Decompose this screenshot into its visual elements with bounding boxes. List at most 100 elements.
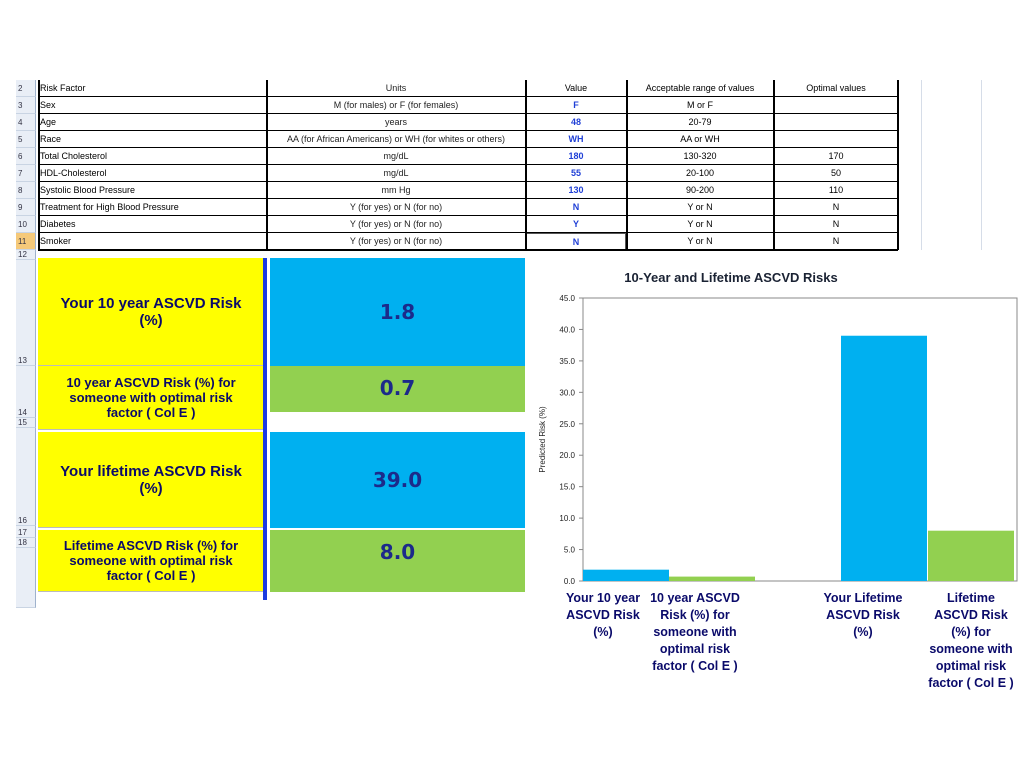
acceptable-range-cell: M or F	[687, 100, 713, 110]
optimal-value-cell: 50	[830, 168, 841, 178]
selection-border	[263, 258, 267, 600]
result-value-2[interactable]: 0.7	[270, 366, 525, 412]
units-cell: Y (for yes) or N (for no)	[349, 202, 443, 212]
units-cell: mg/dL	[383, 168, 409, 178]
value-cell[interactable]: Y	[572, 219, 579, 229]
row-number: 8	[16, 182, 36, 199]
spreadsheet: 2 Risk Factor Units Value Acceptable range o…	[16, 80, 1024, 615]
row-number: 13	[16, 260, 36, 366]
result-value-3[interactable]: 39.0	[270, 432, 525, 528]
column-header-acceptable: Acceptable range of values	[645, 83, 755, 93]
result-value-1[interactable]: 1.8	[270, 258, 525, 366]
row-number	[16, 548, 36, 608]
value-cell[interactable]: N	[572, 202, 580, 212]
risk-factor-cell: Total Cholesterol	[40, 151, 108, 161]
row-border	[38, 181, 898, 182]
result-label-3: Your lifetime ASCVD Risk (%)	[38, 432, 264, 528]
value-cell[interactable]: 180	[568, 151, 584, 161]
row-number: 11	[16, 233, 36, 250]
row-number: 12	[16, 250, 36, 260]
bar-2	[669, 576, 755, 581]
acceptable-range-cell: 90-200	[685, 185, 715, 195]
risk-factor-cell: Race	[40, 134, 62, 144]
column-border	[525, 80, 527, 250]
y-tick-label: 0.0	[564, 577, 576, 586]
optimal-value-cell	[774, 114, 898, 131]
column-border	[626, 80, 628, 250]
row-number: 6	[16, 148, 36, 165]
value-cell[interactable]: 130	[568, 185, 584, 195]
column-header-value: Value	[564, 83, 588, 93]
units-cell: M (for males) or F (for females)	[333, 100, 459, 110]
units-cell: Y (for yes) or N (for no)	[349, 219, 443, 229]
x-category-label: Your 10 year ASCVD Risk (%)	[565, 591, 641, 639]
bar-4	[928, 530, 1014, 581]
row-border	[38, 215, 898, 216]
units-cell: AA (for African Americans) or WH (for wh…	[286, 134, 506, 144]
acceptable-range-cell: Y or N	[687, 219, 713, 229]
column-header-optimal: Optimal values	[806, 83, 866, 93]
column-header-units: Units	[385, 83, 407, 93]
row-number: 4	[16, 114, 36, 131]
table-bottom-border	[38, 249, 898, 251]
value-cell[interactable]: F	[573, 100, 579, 110]
acceptable-range-cell: AA or WH	[680, 134, 720, 144]
value-cell[interactable]: N	[526, 233, 626, 250]
row-number: 3	[16, 97, 36, 114]
x-category-label: 10 year ASCVD Risk (%) for someone with …	[650, 591, 740, 673]
row-number: 15	[16, 418, 36, 428]
row-number: 18	[16, 538, 36, 548]
optimal-value-cell: 110	[828, 185, 844, 195]
units-cell: years	[384, 117, 407, 127]
units-cell: mm Hg	[381, 185, 411, 195]
x-category-label: Lifetime ASCVD Risk (%) for someone with…	[928, 591, 1014, 690]
row-border	[38, 130, 898, 131]
result-label-4: Lifetime ASCVD Risk (%) for someone with…	[38, 530, 264, 592]
row-border	[38, 198, 898, 199]
value-cell[interactable]: 55	[570, 168, 581, 178]
result-value-4[interactable]: 8.0	[270, 530, 525, 592]
chart-title: 10-Year and Lifetime ASCVD Risks	[624, 270, 838, 285]
acceptable-range-cell: 20-79	[688, 117, 712, 127]
column-border	[266, 80, 268, 250]
column-border	[38, 80, 40, 250]
y-tick-label: 15.0	[559, 483, 575, 492]
optimal-value-cell: N	[832, 202, 840, 212]
row-number: 7	[16, 165, 36, 182]
y-axis-label: Predicted Risk (%)	[538, 406, 547, 473]
y-tick-label: 20.0	[559, 451, 575, 460]
result-label-2: 10 year ASCVD Risk (%) for someone with …	[38, 366, 264, 430]
column-border	[773, 80, 775, 250]
value-cell[interactable]: 48	[570, 117, 581, 127]
optimal-value-cell: 170	[828, 151, 844, 161]
y-tick-label: 10.0	[559, 514, 575, 523]
value-cell[interactable]: WH	[568, 134, 584, 144]
row-number-header: 2	[16, 80, 36, 97]
row-number: 14	[16, 366, 36, 418]
row-number: 5	[16, 131, 36, 148]
row-number: 17	[16, 526, 36, 538]
y-tick-label: 30.0	[559, 388, 575, 397]
acceptable-range-cell: Y or N	[687, 202, 713, 212]
y-tick-label: 5.0	[564, 546, 576, 555]
y-tick-label: 25.0	[559, 420, 575, 429]
bar-1	[583, 569, 669, 581]
acceptable-range-cell: 20-100	[685, 168, 715, 178]
risk-factor-cell: Sex	[40, 100, 56, 110]
y-tick-label: 40.0	[559, 325, 575, 334]
risk-factor-cell: HDL-Cholesterol	[40, 168, 107, 178]
column-border	[897, 80, 899, 250]
bar-3	[841, 335, 927, 581]
column-header-risk-factor: Risk Factor	[40, 83, 86, 93]
row-border	[38, 113, 898, 114]
grid-line	[921, 80, 922, 250]
chart-panel: 10-Year and Lifetime ASCVD Risks 0.0 5.0 1…	[527, 260, 1024, 700]
row-border	[38, 147, 898, 148]
x-category-label: Your Lifetime ASCVD Risk (%)	[823, 591, 903, 639]
risk-factor-cell: Treatment for High Blood Pressure	[40, 202, 179, 212]
chart-plot: 0.0 5.0 10.0 15.0 20.0 25.0 30.0 35.0 40.0 45.0 Pr…	[538, 294, 1018, 586]
y-tick-label: 45.0	[559, 294, 575, 303]
row-number: 16	[16, 428, 36, 526]
risk-factor-cell: Smoker	[40, 236, 72, 246]
acceptable-range-cell: 130-320	[683, 151, 717, 161]
